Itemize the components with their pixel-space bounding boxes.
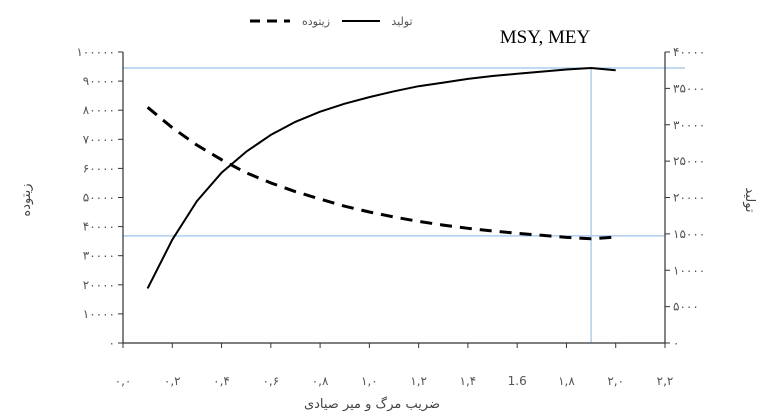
y-right-tick-label: ۵۰۰۰ — [673, 300, 699, 314]
x-tick-label: ۰,۴ — [213, 374, 230, 388]
x-tick-label: ۲,۲ — [657, 374, 674, 388]
y-left-tick-label: ۱۰۰۰۰۰ — [76, 45, 115, 59]
y-right-tick-label: ۴۰۰۰۰ — [673, 45, 705, 59]
y-left-tick-label: ۸۰۰۰۰ — [83, 103, 115, 117]
series-production-line — [146, 67, 616, 289]
y-right-tick-label: ۰ — [673, 336, 679, 350]
x-tick-label: ۱,۲ — [410, 374, 427, 388]
x-tick-label: 1.6 — [508, 374, 527, 388]
x-tick-label: ۰,۸ — [312, 374, 329, 388]
x-tick-label: ۰,۲ — [164, 374, 181, 388]
x-tick-label: ۲,۰ — [607, 374, 624, 388]
y-left-tick-label: ۰ — [109, 336, 115, 350]
y-right-tick-label: ۳۰۰۰۰ — [673, 118, 705, 132]
legend-label-production: تولید — [391, 15, 412, 28]
x-tick-label: ۱,۰ — [361, 374, 378, 388]
legend-label-biomass: زیتوده — [302, 15, 330, 28]
y-left-tick-label: ۴۰۰۰۰ — [83, 220, 115, 234]
x-tick-label: ۰,۶ — [262, 374, 279, 388]
y-right-tick-label: ۱۵۰۰۰ — [673, 227, 705, 241]
y-left-axis-title: زیتوده — [19, 183, 34, 216]
x-tick-label: ۰,۰ — [115, 374, 132, 388]
msy-mey-annotation: MSY, MEY — [500, 27, 591, 48]
y-left-tick-label: ۶۰۰۰۰ — [83, 161, 115, 175]
series-biomass-line — [146, 106, 616, 241]
x-tick-label: ۱,۸ — [558, 374, 575, 388]
y-right-tick-label: ۲۵۰۰۰ — [673, 154, 705, 168]
y-left-tick-label: ۷۰۰۰۰ — [83, 132, 115, 146]
legend: زیتوده تولید — [250, 15, 413, 28]
y-left-tick-label: ۳۰۰۰۰ — [83, 249, 115, 263]
y-left-tick-label: ۵۰۰۰۰ — [83, 191, 115, 205]
y-right-tick-label: ۱۰۰۰۰ — [673, 263, 705, 277]
y-left-tick-label: ۲۰۰۰۰ — [83, 278, 115, 292]
y-left-tick-label: ۹۰۰۰۰ — [83, 74, 115, 88]
y-right-tick-label: ۲۰۰۰۰ — [673, 191, 705, 205]
x-axis-title: ضریب مرگ و میر صیادی — [304, 395, 440, 412]
y-left-tick-label: ۱۰۰۰۰ — [83, 307, 115, 321]
y-right-tick-label: ۳۵۰۰۰ — [673, 81, 705, 95]
y-right-axis-title: تولید — [742, 187, 757, 212]
x-tick-label: ۱,۴ — [460, 374, 477, 388]
